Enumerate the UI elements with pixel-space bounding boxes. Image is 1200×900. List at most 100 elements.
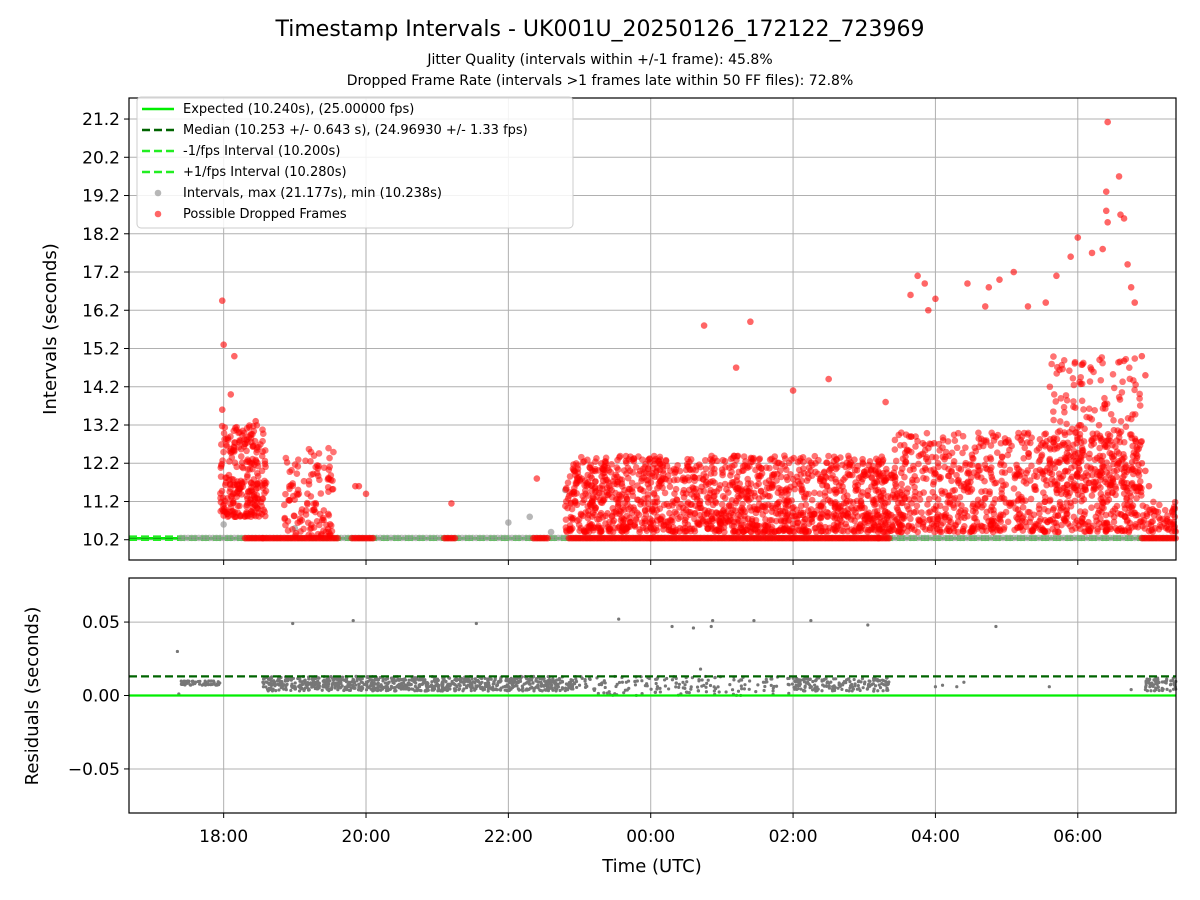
residual-point [847,677,851,681]
dropped-frame-point [857,473,865,481]
dropped-frame-point [934,496,942,503]
dropped-frame-point [251,461,258,469]
residual-point [478,685,483,689]
dropped-frame-point [605,479,612,486]
residual-point [713,675,717,680]
dropped-frame-point [544,534,551,542]
residual-point [732,678,736,682]
dropped-frame-point [240,429,248,437]
dropped-frame-point [284,527,292,534]
dropped-frame-point [1088,492,1096,499]
dropped-frame-point [593,454,600,462]
dropped-frame-point [998,494,1006,502]
residual-point [504,679,508,683]
dropped-frame-point [1130,483,1138,491]
residual-point [739,678,743,682]
residual-point [564,682,569,686]
dropped-frame-point [1049,506,1057,514]
residual-point [861,686,865,690]
legend-minus-fps-label: -1/fps Interval (10.200s) [183,144,340,159]
dropped-frame-point [949,501,957,509]
interval-point [220,521,227,528]
dropped-frame-point [1134,511,1141,519]
dropped-frame-point [951,494,959,502]
residual-point [658,686,662,690]
residual-point [527,682,531,686]
dropped-frame-point [891,495,899,502]
residual-point [649,687,653,691]
dropped-frame-point [823,474,830,481]
dropped-frame-point [970,514,978,522]
dropped-frame-point [797,511,804,519]
residual-point [278,681,282,686]
residual-point [352,686,356,690]
dropped-frame-point [1031,483,1039,490]
dropped-frame-point [293,470,301,478]
dropped-frame-point [811,489,818,497]
dropped-frame-point [1117,428,1125,435]
dropped-frame-point [227,433,234,440]
dropped-frame-point [1115,173,1123,180]
residual-point [432,678,436,683]
residual-point [702,683,706,687]
dropped-frame-point [1010,268,1018,276]
dropped-frame-point [632,463,640,471]
dropped-frame-point [1070,453,1077,460]
dropped-frame-point [220,430,228,437]
dropped-frame-point [760,528,767,536]
dropped-frame-point [1085,518,1092,526]
dropped-frame-point [1155,514,1163,521]
dropped-frame-point [629,469,637,476]
dropped-frame-point [1086,378,1094,385]
dropped-frame-point [249,430,256,438]
residual-point [393,689,397,693]
dropped-frame-point [652,468,660,476]
dropped-frame-point [1122,483,1130,491]
dropped-frame-point [663,500,671,508]
dropped-frame-point [579,512,587,520]
dropped-frame-point [670,476,678,484]
dropped-frame-point [1066,444,1073,452]
dropped-frame-point [324,476,332,483]
dropped-frame-point [937,521,945,529]
residual-point [853,682,857,686]
dropped-frame-point [1052,398,1060,405]
dropped-frame-point [1169,508,1176,516]
residual-point [740,687,744,691]
dropped-frame-point [632,516,640,523]
residual-point [455,677,459,682]
dropped-frame-point [1022,523,1030,530]
dropped-frame-point [1088,504,1095,512]
residual-point [290,685,294,689]
dropped-frame-point [1138,352,1146,360]
dropped-frame-point [943,527,951,534]
dropped-frame-point [570,461,577,468]
dropped-frame-point [858,478,865,486]
dropped-frame-point [1110,460,1117,468]
dropped-frame-point [844,506,852,513]
residual-point [763,684,767,689]
dropped-frame-point [1002,481,1010,488]
dropped-frame-point [291,496,298,504]
dropped-frame-point [759,511,767,518]
dropped-frame-point [320,507,328,514]
residual-point [471,680,476,684]
residual-point [539,677,543,681]
dropped-frame-point [1007,499,1015,507]
dropped-frame-point [291,512,298,520]
dropped-frame-point [218,297,226,304]
interval-point [526,513,534,521]
dropped-frame-point [882,398,889,406]
dropped-frame-point [935,440,943,448]
dropped-frame-point [1109,371,1117,378]
dropped-frame-point [898,465,906,473]
residual-point [411,687,415,691]
residual-point [585,684,589,688]
dropped-frame-point [237,453,245,460]
residual-point [348,680,352,684]
residual-point [351,677,355,681]
dropped-frame-point [871,508,879,515]
dropped-frame-point [1019,504,1027,511]
residual-point [825,684,829,688]
residual-point [419,688,423,693]
